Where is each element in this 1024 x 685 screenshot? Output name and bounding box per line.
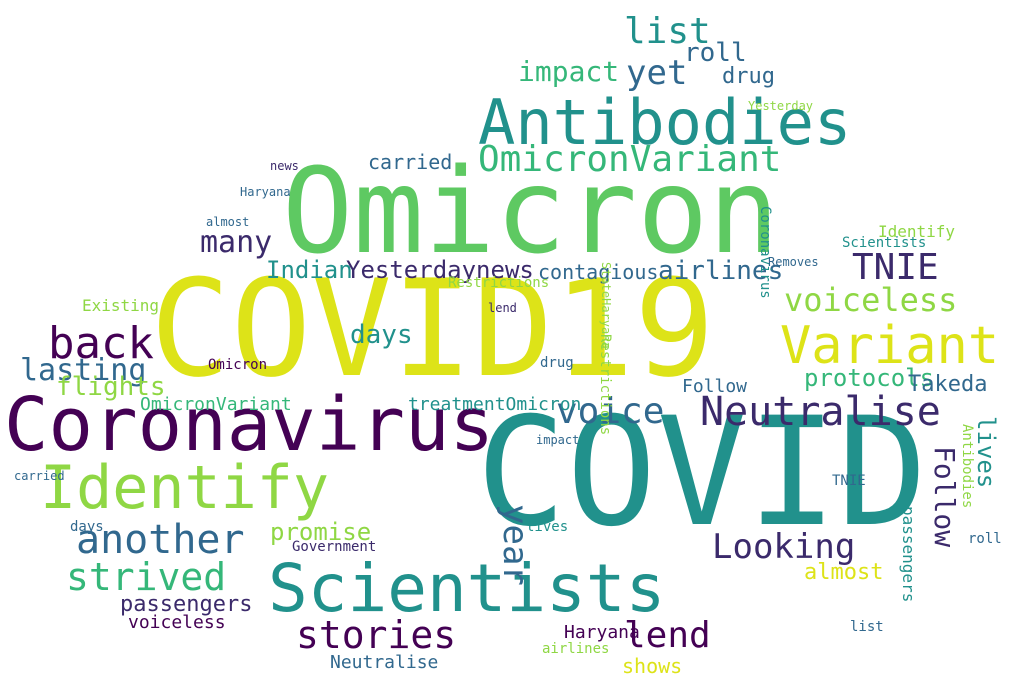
word-omicron-2: Omicron (208, 357, 268, 373)
word-existing: Existing (82, 296, 160, 315)
word-lasting: lasting (20, 353, 147, 388)
word-roll-2: roll (968, 531, 1002, 547)
word-days: days (350, 320, 413, 350)
word-passengers: passengers (120, 592, 253, 617)
word-tnie: TNIE (852, 247, 939, 288)
word-takeda: Takeda (908, 372, 988, 397)
word-covid: COVID (476, 386, 928, 560)
word-strived: strived (66, 555, 227, 599)
word-almost: almost (804, 560, 884, 585)
word-carried: carried (368, 150, 453, 174)
word-passengers-rot: passengers (899, 506, 918, 603)
word-airlines: airlines (658, 256, 784, 286)
word-many: many (200, 225, 273, 260)
word-voice: voice (556, 391, 665, 432)
word-promise: promise (270, 518, 372, 546)
word-yet: yet (626, 53, 688, 93)
word-omicronvariant: OmicronVariant (478, 139, 782, 180)
word-lend-2: lend (488, 301, 517, 315)
word-days-2: days (70, 519, 104, 535)
word-voiceless: voiceless (784, 281, 958, 319)
word-follow-rot: Follow (928, 446, 961, 548)
word-neutralise: Neutralise (700, 389, 941, 435)
word-lives-2: lives (526, 519, 569, 535)
word-antibodies-rot: Antibodies (959, 424, 975, 509)
word-yesterdaynews: Yesterdaynews (346, 256, 534, 284)
word-yesterday: Yesterday (748, 99, 814, 113)
word-antibodies: Antibodies (478, 86, 852, 159)
word-lives-rot: lives (972, 416, 1000, 489)
word-omicronvariant-2: OmicronVariant (140, 394, 292, 415)
word-scientists: Scientists (268, 550, 666, 627)
word-follow: Follow (682, 376, 748, 397)
word-removes: Removes (768, 255, 819, 269)
word-impact-2: impact (536, 433, 580, 447)
word-coronavirus-rot: Coronavirus (757, 206, 773, 299)
word-drug-2: drug (540, 355, 574, 371)
word-impact: impact (518, 55, 620, 88)
word-roll: roll (684, 38, 747, 68)
word-indian: Indian (266, 256, 353, 284)
word-neutralise-2: Neutralise (330, 652, 439, 673)
word-restrictions-rot: Restrictions (597, 334, 613, 436)
word-another: another (76, 517, 245, 563)
word-government: Government (292, 539, 377, 555)
word-voiceless-2: voiceless (128, 612, 226, 633)
word-scientists-2: Scientists (842, 235, 927, 251)
word-protocols: protocols (804, 364, 935, 392)
word-year: year (495, 504, 535, 586)
word-identify: Identify (40, 453, 329, 523)
word-list: list (624, 11, 711, 52)
word-coronavirus: Coronavirus (4, 382, 495, 468)
word-shows: shows (622, 654, 683, 678)
word-haryana: Haryana (564, 622, 640, 643)
word-omicron: Omicron (282, 142, 780, 280)
word-haryana-2: Haryana (240, 185, 291, 199)
word-flights: flights (56, 372, 166, 402)
word-list-2: list (850, 619, 884, 635)
word-news: news (270, 159, 299, 173)
word-variant: Variant (780, 316, 1000, 376)
word-identify-2: Identify (878, 222, 956, 241)
word-looking: Looking (712, 527, 856, 567)
word-back: back (48, 318, 154, 369)
word-stateharyana-rot: StateHaryana (599, 262, 613, 349)
word-restrictions: Restrictions (448, 275, 550, 291)
word-carried-2: carried (14, 469, 65, 483)
word-airlines-2: airlines (542, 641, 610, 657)
word-covid19: COVID19 (150, 251, 715, 407)
word-stories: stories (296, 613, 457, 657)
word-lend: lend (624, 615, 711, 656)
word-tnie-2: TNIE (832, 473, 866, 489)
word-treatmentomicron: treatmentOmicron (408, 394, 582, 415)
word-almost-2: almost (206, 215, 250, 229)
word-drug: drug (722, 64, 775, 89)
word-contagious: contagious (538, 260, 659, 284)
